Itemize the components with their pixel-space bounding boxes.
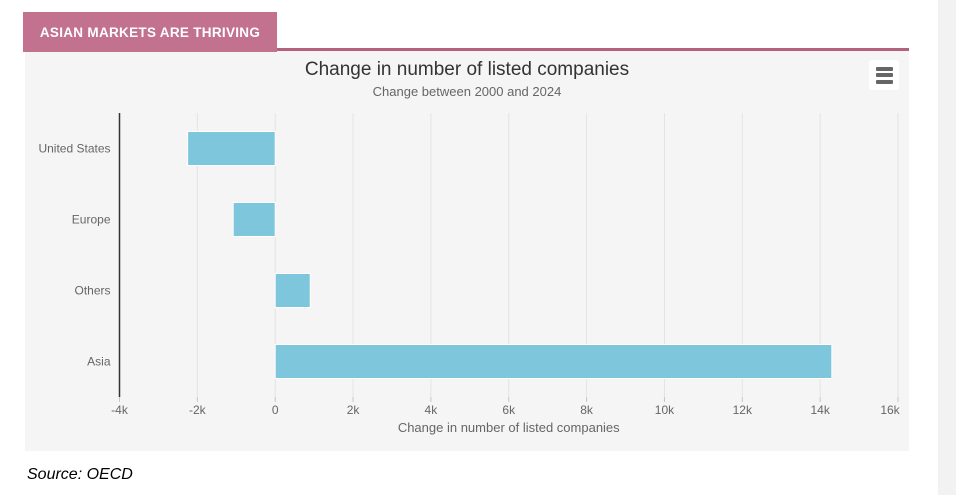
- chart-title: Change in number of listed companies: [304, 59, 630, 80]
- category-label: Asia: [87, 355, 111, 369]
- x-tick-label: 8k: [580, 403, 594, 417]
- chart-context-menu-button[interactable]: [869, 60, 899, 90]
- bar-asia[interactable]: [274, 344, 833, 379]
- page-background-strip: [938, 0, 956, 495]
- x-axis-title: Change in number of listed companies: [398, 420, 620, 435]
- bar-chart-plot: -4k -2k 0 2k 4k 6k 8k 10k 12k 14k 16k United States…: [38, 113, 901, 435]
- x-tick-label: 4k: [425, 403, 439, 417]
- x-tick-label: 16k: [880, 403, 900, 417]
- x-tick-label: 6k: [502, 403, 516, 417]
- x-tick-label: -4k: [111, 403, 129, 417]
- x-tick-label: -2k: [189, 403, 207, 417]
- category-label: United States: [38, 142, 110, 156]
- category-label: Others: [74, 284, 110, 298]
- source-note: Source: OECD: [27, 466, 133, 483]
- bar-others[interactable]: [274, 273, 311, 308]
- x-tick-label: 2k: [347, 403, 361, 417]
- x-tick-label: 12k: [733, 403, 753, 417]
- chart-subtitle: Change between 2000 and 2024: [372, 84, 562, 99]
- chart-card: Change in number of listed companies Cha…: [25, 48, 909, 451]
- x-tick-label: 0: [272, 403, 279, 417]
- bar-europe[interactable]: [232, 202, 276, 237]
- headline-badge: ASIAN MARKETS ARE THRIVING: [23, 12, 277, 52]
- category-label: Europe: [72, 213, 111, 227]
- x-tick-label: 10k: [655, 403, 675, 417]
- hamburger-icon: [875, 66, 893, 84]
- bar-united-states[interactable]: [187, 131, 276, 166]
- x-tick-label: 14k: [810, 403, 830, 417]
